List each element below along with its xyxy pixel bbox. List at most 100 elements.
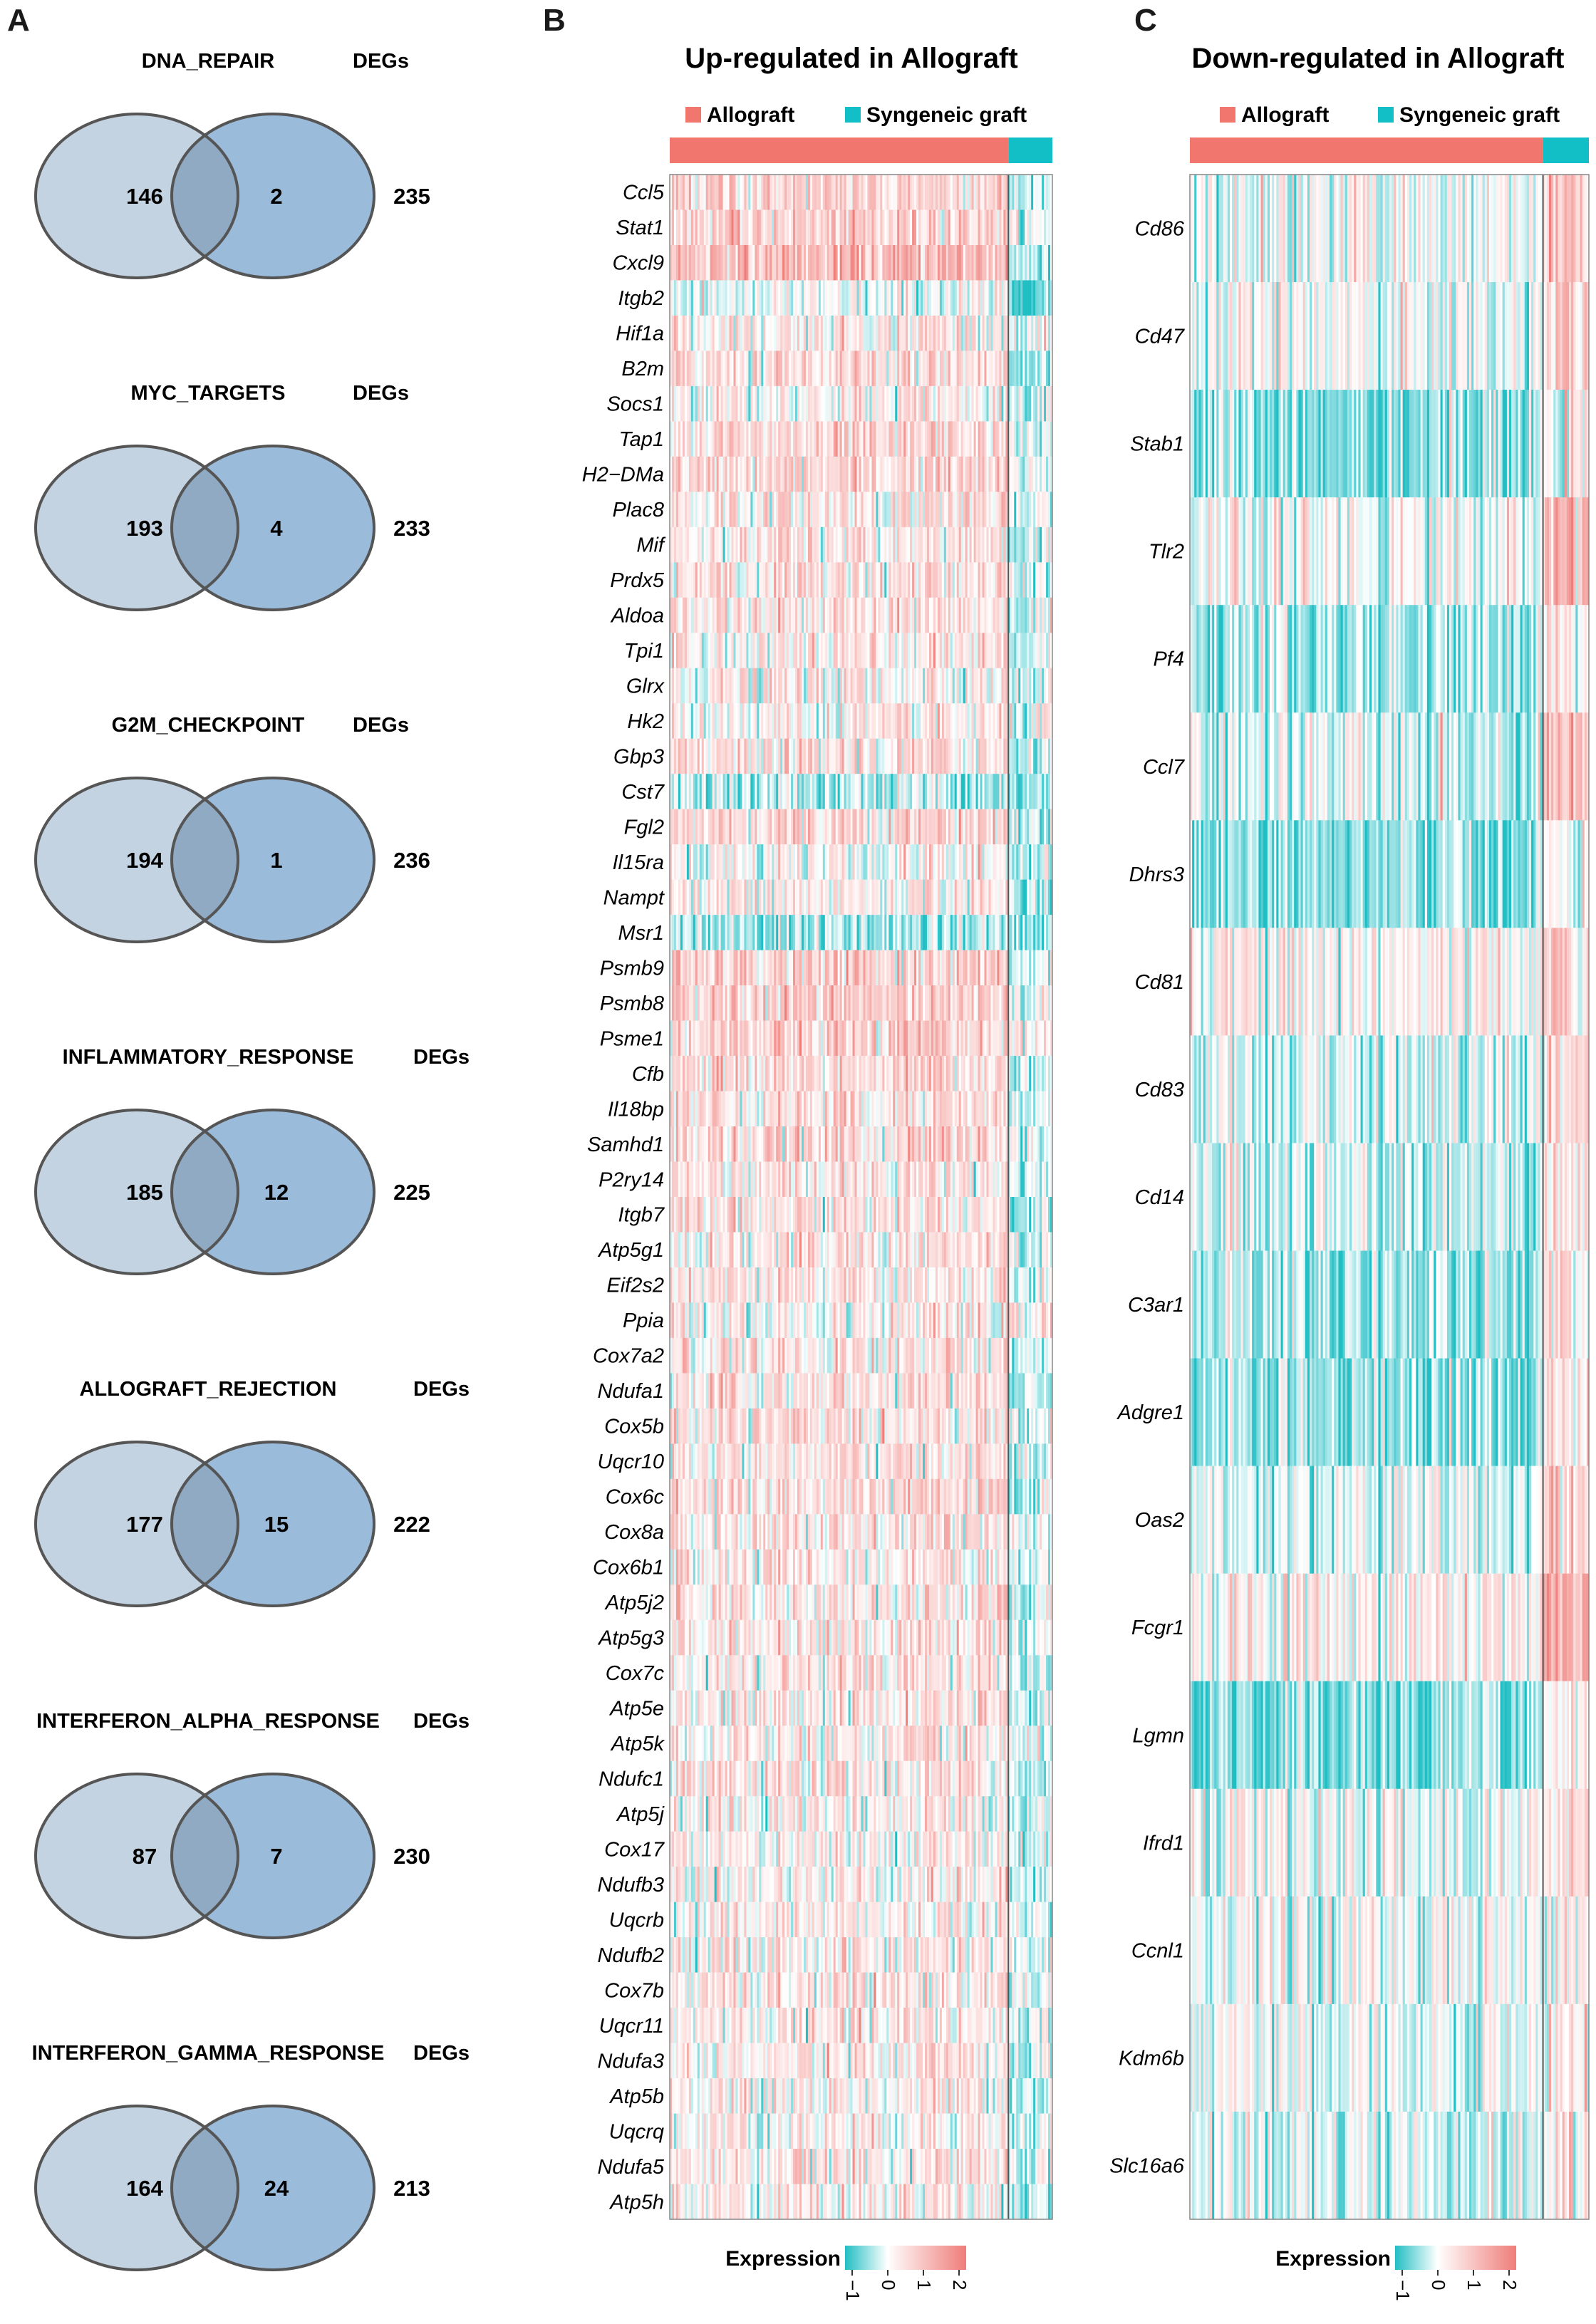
heatmap-cell	[954, 492, 958, 528]
heatmap-cell	[682, 703, 685, 740]
heatmap-cell	[789, 421, 792, 457]
heatmap-cell	[1022, 844, 1025, 881]
heatmap-cell	[782, 738, 785, 774]
heatmap-cell	[678, 1020, 681, 1057]
heatmap-cell	[750, 1056, 753, 1092]
heatmap-cell	[1040, 915, 1042, 951]
heatmap-cell	[916, 315, 919, 352]
heatmap-cell	[914, 1020, 917, 1057]
heatmap-cell	[878, 526, 881, 563]
heatmap-cell	[923, 456, 926, 492]
heatmap-cell	[901, 950, 904, 986]
heatmap-cell	[695, 175, 698, 211]
heatmap-cell	[978, 985, 981, 1022]
heatmap-cell	[893, 175, 896, 211]
heatmap-cell	[993, 985, 996, 1022]
heatmap-cell	[846, 844, 849, 881]
heatmap-cell	[886, 351, 889, 387]
heatmap-cell	[850, 844, 854, 881]
heatmap-cell	[933, 526, 936, 563]
heatmap-cell	[997, 668, 1000, 704]
heatmap-cell	[1031, 915, 1034, 951]
heatmap-cell	[727, 351, 730, 387]
heatmap-cell	[943, 774, 947, 810]
panel-letter-c: C	[1134, 3, 1157, 38]
heatmap-cell	[1048, 879, 1051, 915]
heatmap-cell	[1050, 879, 1053, 915]
heatmap-cell	[933, 915, 936, 951]
heatmap-cell	[916, 633, 919, 669]
heatmap-cell	[931, 703, 934, 740]
heatmap-cell	[869, 492, 873, 528]
heatmap-cell	[829, 774, 832, 810]
heatmap-cell	[722, 244, 726, 281]
heatmap-cell	[737, 209, 741, 246]
heatmap-cell	[833, 209, 836, 246]
heatmap-cell	[818, 175, 822, 211]
heatmap-row	[670, 526, 1053, 563]
heatmap-cell	[988, 633, 992, 669]
heatmap-cell	[778, 597, 781, 633]
heatmap-cell	[765, 209, 768, 246]
heatmap-cell	[893, 879, 896, 915]
heatmap-cell	[767, 985, 770, 1022]
heatmap-cell	[1029, 492, 1032, 528]
heatmap-cell	[740, 597, 743, 633]
heatmap-cell	[888, 1056, 891, 1092]
heatmap-cell	[1010, 421, 1012, 457]
heatmap-cell	[980, 209, 983, 246]
heatmap-cell	[805, 175, 809, 211]
heatmap-cell	[735, 879, 739, 915]
heatmap-cell	[897, 351, 900, 387]
heatmap-cell	[688, 703, 692, 740]
heatmap-cell	[680, 950, 683, 986]
heatmap-cell	[1001, 985, 1004, 1022]
heatmap-cell	[965, 633, 968, 669]
heatmap-cell	[945, 985, 949, 1022]
heatmap-cell	[765, 562, 768, 598]
heatmap-cell	[705, 950, 709, 986]
heatmap-cell	[995, 738, 998, 774]
heatmap-cell	[750, 879, 753, 915]
heatmap-cell	[805, 774, 809, 810]
heatmap-cell	[789, 738, 792, 774]
heatmap-cell	[967, 244, 970, 281]
heatmap-cell	[928, 915, 932, 951]
heatmap-cell	[727, 1091, 730, 1127]
heatmap-cell	[980, 950, 983, 986]
heatmap-cell	[928, 562, 932, 598]
heatmap-cell	[755, 879, 757, 915]
heatmap-cell	[1022, 1091, 1025, 1127]
heatmap-cell	[1016, 492, 1019, 528]
heatmap-cell	[958, 1091, 962, 1127]
heatmap-cell	[826, 562, 830, 598]
heatmap-cell	[801, 385, 804, 422]
heatmap-cell	[1046, 175, 1049, 211]
heatmap-cell	[982, 526, 985, 563]
heatmap-cell	[937, 844, 940, 881]
heatmap-cell	[926, 351, 930, 387]
heatmap-cell	[978, 421, 981, 457]
heatmap-cell	[833, 985, 836, 1022]
heatmap-cell	[891, 562, 893, 598]
heatmap-cell	[770, 385, 772, 422]
heatmap-cell	[969, 1056, 973, 1092]
heatmap-cell	[978, 1056, 981, 1092]
heatmap-cell	[671, 526, 675, 563]
heatmap-cell	[1025, 809, 1027, 845]
heatmap-cell	[693, 1126, 696, 1163]
heatmap-cell	[952, 879, 955, 915]
heatmap-cell	[727, 844, 730, 881]
heatmap-cell	[727, 879, 730, 915]
heatmap-cell	[799, 597, 802, 633]
heatmap-cell	[888, 456, 891, 492]
heatmap-cell	[837, 738, 841, 774]
heatmap-cell	[835, 209, 839, 246]
heatmap-cell	[912, 915, 915, 951]
heatmap-cell	[941, 703, 945, 740]
heatmap-cell	[680, 1091, 683, 1127]
heatmap-cell	[990, 315, 994, 352]
heatmap-cell	[712, 774, 715, 810]
heatmap-cell	[850, 244, 854, 281]
heatmap-cell	[1010, 950, 1012, 986]
